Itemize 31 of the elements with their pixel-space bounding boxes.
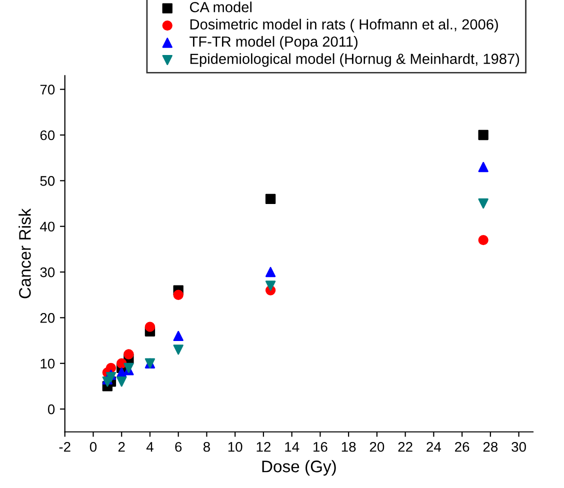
y-tick-label: 50 <box>40 176 55 186</box>
x-tick-label: 12 <box>256 442 270 452</box>
y-tick-label: 70 <box>40 84 55 95</box>
x-tick-label: 30 <box>512 442 526 452</box>
x-tick-label: 16 <box>314 442 328 452</box>
x-tick-label: 10 <box>228 442 242 452</box>
y-tick-label: 40 <box>40 222 55 232</box>
legend-label: CA model <box>190 2 252 12</box>
legend-label: Dosimetric model in rats ( Hofmann et al., 2006) <box>190 18 498 32</box>
x-tick-label: 18 <box>342 442 356 452</box>
x-tick-label: 4 <box>146 442 154 452</box>
y-tick-label: 10 <box>40 358 55 369</box>
x-axis-title: Dose (Gy) <box>262 460 336 476</box>
x-tick-label: 2 <box>118 442 125 452</box>
x-tick-label: 6 <box>175 442 182 452</box>
x-tick-label: 20 <box>370 442 384 452</box>
x-tick-label: 26 <box>455 442 470 452</box>
y-tick-label: 0 <box>48 404 55 414</box>
y-tick-label: 20 <box>40 313 55 323</box>
legend-label: TF-TR model (Popa 2011) <box>190 36 358 50</box>
x-tick-label: 24 <box>426 442 441 452</box>
legend-label: Epidemiological model (Hornug & Meinhardt, 1987) <box>190 53 520 67</box>
x-tick-label: 14 <box>285 442 300 452</box>
x-tick-label: 0 <box>90 442 97 452</box>
y-axis-title: Cancer Risk <box>18 208 31 298</box>
x-tick-label: 28 <box>483 442 498 452</box>
x-tick-label: 8 <box>203 442 210 452</box>
y-tick-label: 60 <box>40 130 55 140</box>
x-tick-label: 22 <box>398 442 412 452</box>
x-tick-label: -2 <box>59 442 70 452</box>
y-tick-label: 30 <box>40 267 55 278</box>
